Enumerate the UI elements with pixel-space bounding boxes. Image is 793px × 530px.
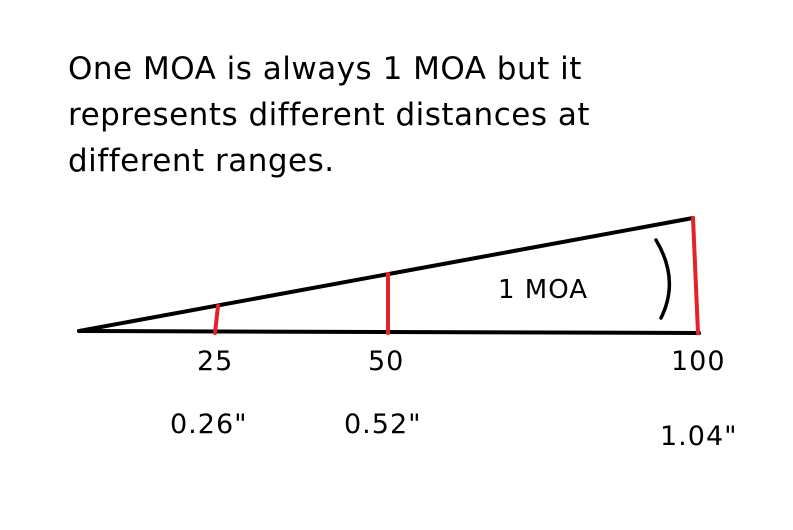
range-label-50: 50 <box>368 346 405 377</box>
caption-line-2: represents different distances at <box>68 97 590 133</box>
marker-25 <box>213 304 220 335</box>
size-label-25: 0.26" <box>170 409 248 440</box>
size-label-50: 0.52" <box>344 409 422 440</box>
angle-arc <box>654 238 672 320</box>
marker-100 <box>691 216 700 335</box>
range-label-25: 25 <box>197 346 234 377</box>
caption-text: One MOA is always 1 MOA but it represent… <box>68 46 708 184</box>
caption-line-1: One MOA is always 1 MOA but it <box>68 51 582 87</box>
caption-line-3: different ranges. <box>68 143 335 179</box>
range-label-100: 100 <box>671 346 726 377</box>
angle-label: 1 MOA <box>498 275 589 305</box>
size-label-100: 1.04" <box>660 421 738 452</box>
